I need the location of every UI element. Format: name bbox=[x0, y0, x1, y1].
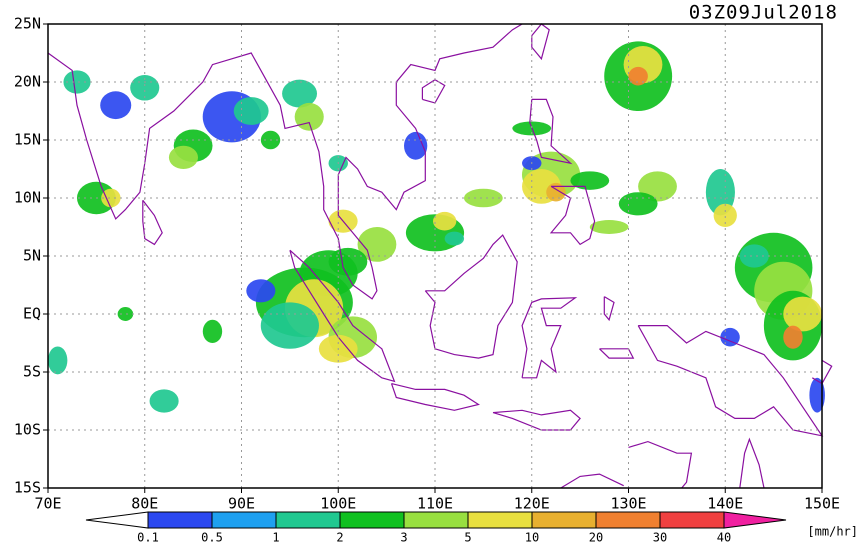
lat-label: 5S bbox=[23, 363, 41, 381]
colorbar-segment bbox=[595, 511, 661, 529]
lon-label: 70E bbox=[34, 495, 61, 513]
coastline bbox=[390, 383, 481, 411]
rain-cell bbox=[628, 66, 648, 86]
lon-label: 150E bbox=[804, 495, 840, 513]
coastline bbox=[531, 23, 550, 61]
lon-label: 100E bbox=[320, 495, 356, 513]
coastline bbox=[628, 440, 693, 489]
rain-cell bbox=[233, 97, 269, 125]
rain-cell bbox=[783, 296, 823, 332]
colorbar-segment bbox=[659, 511, 725, 529]
rain-cell bbox=[705, 169, 735, 216]
coastline bbox=[811, 359, 833, 385]
colorbar-label: 30 bbox=[653, 531, 667, 544]
rain-cell bbox=[168, 145, 198, 169]
rain-field bbox=[47, 41, 825, 413]
rain-cell bbox=[589, 220, 629, 234]
map-frame bbox=[47, 23, 823, 489]
lat-label: 10S bbox=[14, 421, 41, 439]
colorbar-segment bbox=[467, 511, 533, 529]
lon-label: 80E bbox=[131, 495, 158, 513]
coastline bbox=[289, 249, 396, 383]
colorbar-label: 3 bbox=[400, 531, 407, 544]
coastline bbox=[142, 199, 163, 246]
colorbar-arrow bbox=[723, 511, 787, 529]
colorbar-segment bbox=[275, 511, 341, 529]
lon-label: 140E bbox=[707, 495, 743, 513]
rain-cell bbox=[246, 279, 276, 303]
lat-label: 20N bbox=[14, 73, 41, 91]
coastline bbox=[739, 437, 765, 489]
rain-cell bbox=[404, 131, 428, 160]
rain-cell bbox=[444, 231, 465, 246]
coastline bbox=[549, 185, 596, 246]
rain-cell bbox=[463, 188, 503, 208]
coastline bbox=[603, 296, 615, 322]
rain-cell bbox=[130, 75, 160, 101]
colorbar-segment bbox=[147, 511, 213, 529]
colorbar-label: 1 bbox=[272, 531, 279, 544]
colorbar-segment bbox=[211, 511, 277, 529]
lat-label: 15N bbox=[14, 131, 41, 149]
rain-cell bbox=[433, 211, 457, 231]
colorbar-label: 0.5 bbox=[201, 531, 223, 544]
colorbar-label: 40 bbox=[717, 531, 731, 544]
lon-label: 120E bbox=[514, 495, 550, 513]
coastline bbox=[599, 348, 635, 359]
rain-cell bbox=[260, 302, 319, 349]
lat-label: 25N bbox=[14, 15, 41, 33]
coastline bbox=[492, 409, 581, 431]
lat-label: 5N bbox=[23, 247, 41, 265]
colorbar-segment bbox=[339, 511, 405, 529]
rain-cell bbox=[117, 307, 134, 321]
rain-cell bbox=[47, 346, 68, 375]
colorbar-segment bbox=[403, 511, 469, 529]
rain-cell bbox=[149, 389, 179, 413]
rain-cell bbox=[570, 171, 610, 190]
colorbar-label: 0.1 bbox=[137, 531, 159, 544]
rain-cell bbox=[100, 91, 132, 120]
rain-cell bbox=[282, 79, 318, 108]
rain-cell bbox=[63, 70, 91, 94]
lon-label: 90E bbox=[228, 495, 255, 513]
colorbar-label: 5 bbox=[464, 531, 471, 544]
coastline bbox=[424, 234, 518, 359]
timestamp: 03Z09Jul2018 bbox=[689, 2, 838, 24]
colorbar: 0.1 0.5 1 2 3 5 10 20 30 40 [mm/hr] bbox=[85, 511, 858, 544]
colorbar-unit: [mm/hr] bbox=[807, 525, 858, 539]
coastline bbox=[47, 23, 523, 300]
rain-cell bbox=[546, 182, 566, 202]
rain-cell bbox=[713, 203, 737, 227]
lat-label: 10N bbox=[14, 189, 41, 207]
colorbar-label: 10 bbox=[525, 531, 539, 544]
rain-cell bbox=[783, 325, 803, 349]
rain-cell bbox=[720, 327, 740, 347]
grid bbox=[43, 23, 823, 493]
rain-cell bbox=[739, 244, 769, 268]
coastline bbox=[521, 297, 578, 379]
lat-label: EQ bbox=[23, 305, 41, 323]
rain-cell bbox=[618, 192, 658, 216]
rain-cell bbox=[357, 227, 397, 262]
rain-cell bbox=[809, 377, 825, 413]
colorbar-segment bbox=[531, 511, 597, 529]
lon-label: 130E bbox=[610, 495, 646, 513]
coastline bbox=[560, 473, 624, 489]
rain-cell bbox=[294, 102, 324, 131]
coastlines bbox=[47, 23, 833, 489]
coastline bbox=[421, 78, 446, 104]
lon-label: 110E bbox=[417, 495, 453, 513]
rain-cell bbox=[101, 188, 121, 208]
lat-label: 15S bbox=[14, 479, 41, 497]
colorbar-label: 2 bbox=[336, 531, 343, 544]
colorbar-label: 20 bbox=[589, 531, 603, 544]
colorbar-arrow bbox=[85, 511, 149, 529]
coastline bbox=[529, 98, 573, 165]
rain-cell bbox=[202, 319, 223, 343]
